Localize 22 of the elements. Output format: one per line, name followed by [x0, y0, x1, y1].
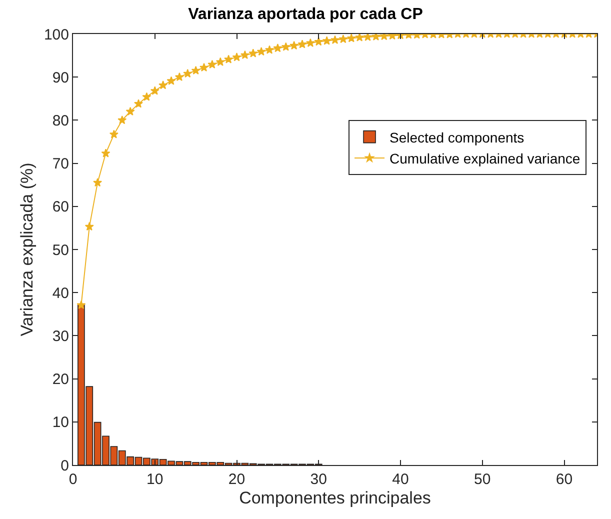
x-tick-label: 50	[474, 471, 491, 488]
y-tick-label: 100	[44, 26, 69, 44]
y-tick-label: 80	[52, 112, 69, 130]
x-axis-title: Componentes principales	[239, 488, 431, 508]
y-tick-label: 0	[60, 457, 69, 474]
x-tick-label: 60	[556, 471, 573, 488]
y-tick-label: 60	[52, 198, 69, 216]
y-axis-title: Varianza explicada (%)	[18, 162, 37, 336]
legend-label: Cumulative explained variance	[390, 150, 580, 166]
x-tick-label: 20	[228, 471, 246, 488]
y-tick-label: 10	[52, 414, 69, 432]
y-tick-label: 90	[52, 69, 69, 86]
y-tick-label: 70	[52, 156, 69, 173]
y-tick-label: 40	[52, 284, 69, 302]
legend-label: Selected components	[390, 129, 524, 146]
x-tick-label: 40	[392, 471, 409, 488]
y-tick-label: 30	[52, 328, 69, 345]
x-tick-label: 10	[146, 471, 164, 488]
chart-title: Varianza aportada por cada CP	[188, 6, 424, 23]
y-tick-label: 20	[52, 371, 69, 388]
y-tick-label: 50	[52, 242, 69, 259]
x-tick-label: 30	[310, 471, 327, 488]
